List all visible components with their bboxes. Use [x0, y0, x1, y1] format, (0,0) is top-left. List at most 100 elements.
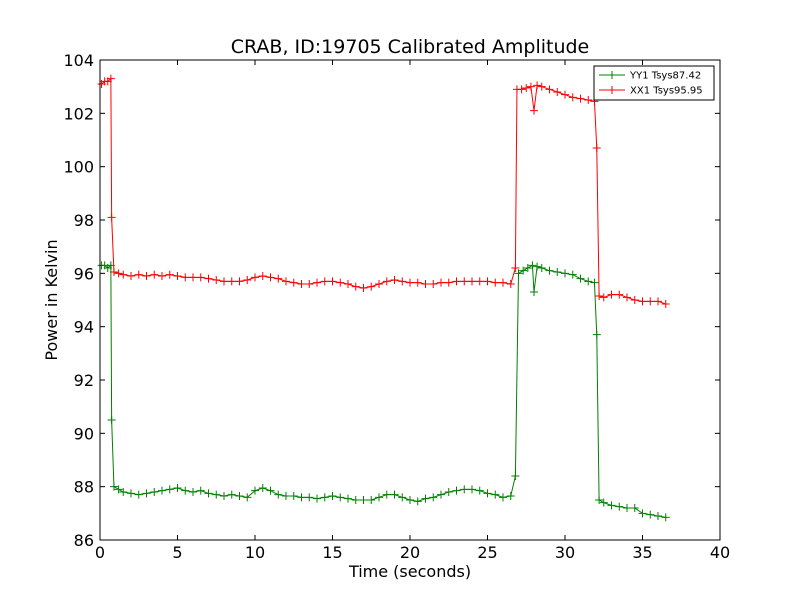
data-point	[599, 293, 608, 302]
data-point	[483, 489, 492, 498]
data-point	[189, 273, 197, 282]
data-point	[359, 496, 368, 504]
data-point	[584, 277, 593, 286]
data-point	[615, 290, 624, 299]
data-point	[382, 490, 391, 499]
data-point	[181, 486, 190, 495]
data-point	[452, 486, 461, 495]
data-point	[320, 493, 329, 502]
data-point	[212, 490, 221, 499]
data-point	[289, 492, 298, 500]
data-point	[367, 282, 376, 291]
data-point	[584, 96, 593, 104]
data-point	[661, 300, 670, 308]
data-point	[406, 278, 414, 287]
data-point	[523, 264, 532, 272]
data-point	[592, 330, 601, 339]
data-point	[568, 93, 577, 102]
data-point	[119, 270, 128, 279]
data-point	[475, 277, 484, 286]
data-point	[227, 277, 236, 286]
data-point	[251, 486, 259, 495]
data-point	[351, 282, 360, 291]
data-point	[545, 266, 554, 275]
data-point	[413, 278, 422, 287]
data-point	[568, 270, 577, 279]
data-point	[654, 297, 662, 306]
data-point	[266, 273, 275, 282]
data-point	[528, 261, 537, 270]
data-point	[630, 504, 639, 512]
x-tick-label: 0	[95, 543, 105, 562]
series-line	[101, 264, 666, 518]
data-point	[351, 496, 360, 504]
data-point	[607, 290, 616, 299]
legend-label-xx1: XX1 Tsys95.95	[630, 86, 703, 97]
data-point	[630, 296, 639, 304]
data-point	[328, 277, 337, 286]
y-axis-label: Power in Kelvin	[42, 239, 61, 360]
data-point	[491, 490, 500, 499]
y-axis-ticks: 86 88 90 92 94 96 98 100 102 104	[63, 51, 720, 550]
data-point	[235, 492, 244, 500]
data-point	[289, 278, 298, 287]
data-point	[142, 272, 151, 280]
data-point	[537, 82, 546, 91]
legend-marker-yy1	[608, 71, 616, 79]
data-point	[258, 272, 267, 280]
data-point	[251, 273, 259, 282]
data-point	[514, 269, 523, 278]
data-point	[576, 94, 585, 103]
data-point	[204, 489, 213, 498]
data-point	[499, 493, 507, 502]
data-point	[367, 496, 376, 504]
data-point	[109, 268, 118, 276]
data-point	[522, 84, 531, 92]
data-point	[313, 278, 321, 287]
data-point	[165, 485, 174, 494]
data-point	[297, 280, 306, 288]
data-point	[106, 74, 115, 83]
legend-marker-xx1	[608, 86, 616, 94]
data-point	[545, 85, 554, 94]
data-point	[282, 277, 290, 286]
data-point	[390, 490, 399, 499]
x-tick-label: 5	[172, 543, 182, 562]
data-point	[590, 278, 599, 287]
data-point	[607, 501, 616, 510]
data-point	[483, 277, 492, 286]
y-tick-label: 100	[63, 158, 94, 177]
data-point	[165, 270, 174, 279]
data-point	[274, 490, 283, 499]
x-tick-label: 10	[245, 543, 265, 562]
data-point	[109, 482, 118, 491]
data-point	[313, 494, 321, 503]
data-point	[615, 502, 624, 511]
data-point	[519, 266, 528, 275]
data-point	[460, 485, 469, 494]
data-point	[127, 272, 135, 280]
data-point	[638, 509, 647, 518]
data-point	[305, 493, 314, 502]
data-point	[533, 262, 542, 271]
data-point	[266, 486, 275, 495]
y-tick-label: 96	[74, 264, 94, 283]
series-yy1	[97, 261, 670, 522]
data-point	[421, 494, 430, 503]
data-point	[119, 488, 128, 496]
data-point	[297, 493, 306, 502]
legend-box	[593, 65, 715, 101]
data-point	[491, 278, 500, 287]
x-axis-ticks: 0 5 10 15 20 25 30 35 40	[95, 60, 730, 562]
data-point	[623, 293, 631, 302]
data-point	[134, 490, 143, 499]
data-point	[274, 274, 283, 283]
series-xx1	[97, 74, 670, 308]
data-point	[336, 493, 345, 502]
data-point	[654, 512, 662, 520]
data-point	[475, 486, 484, 495]
x-tick-label: 30	[555, 543, 575, 562]
data-point	[227, 490, 236, 499]
data-point	[204, 274, 213, 283]
data-point	[444, 278, 453, 287]
